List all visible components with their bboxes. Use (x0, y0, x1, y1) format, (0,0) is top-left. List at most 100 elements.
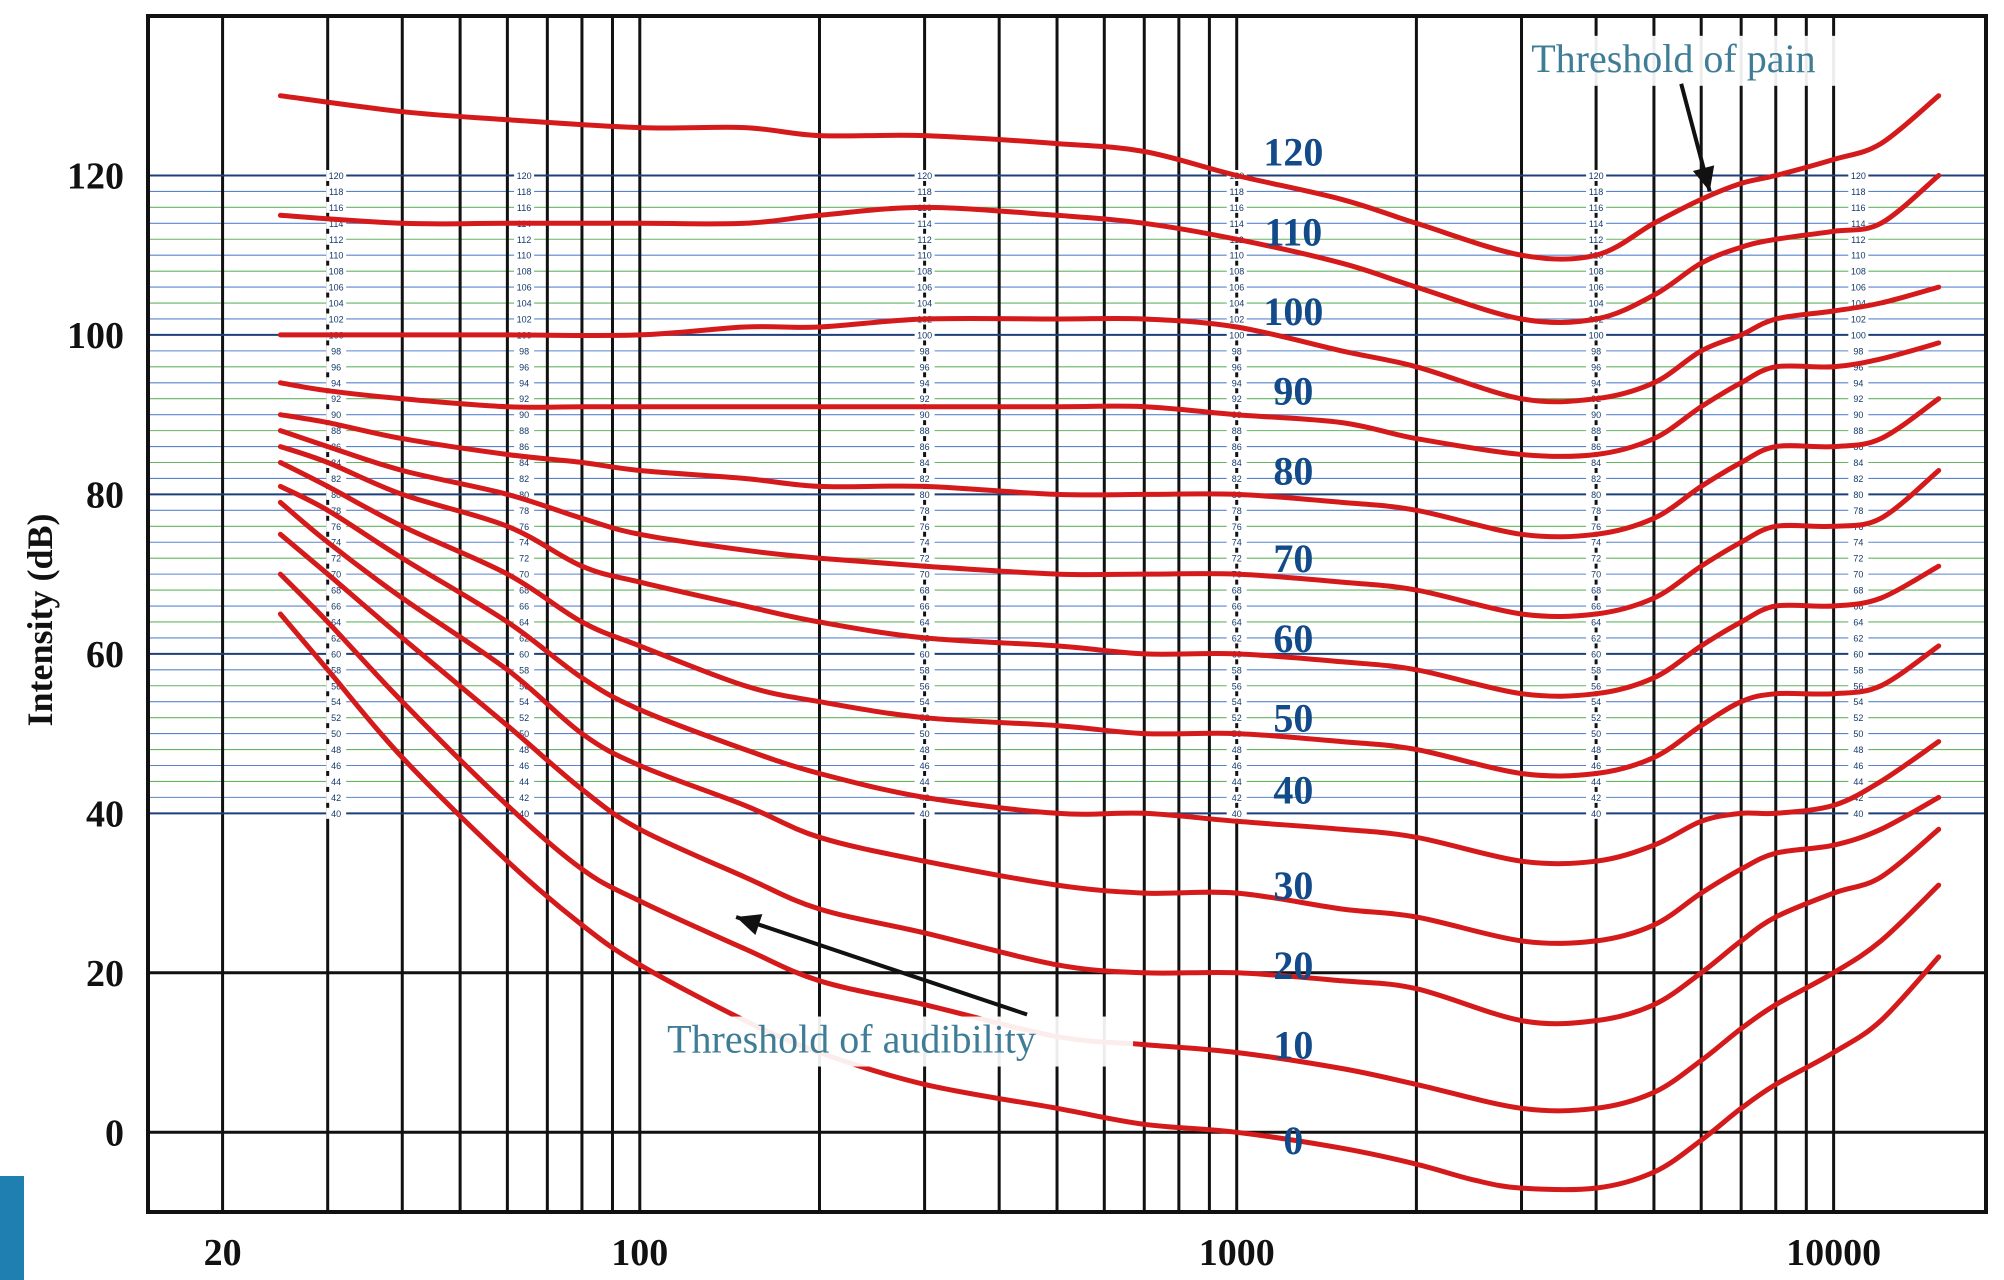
fine-grid-label: 120 (329, 171, 344, 181)
fine-label-bg (326, 759, 347, 771)
fine-grid-label: 52 (1853, 713, 1863, 723)
fine-grid-label: 94 (1853, 378, 1863, 388)
fine-label-bg (326, 791, 347, 803)
fine-label-bg (914, 504, 935, 516)
fine-label-bg (514, 249, 535, 261)
fine-grid-label: 96 (1853, 362, 1863, 372)
fine-label-bg (1848, 759, 1869, 771)
fine-grid-label: 92 (1853, 394, 1863, 404)
fine-label-bg (914, 552, 935, 564)
fine-grid-label: 104 (1851, 299, 1866, 309)
fine-grid-label: 84 (519, 458, 529, 468)
fine-grid-label: 70 (519, 570, 529, 580)
fine-grid-label: 110 (917, 251, 931, 261)
y-tick-label: 120 (67, 155, 124, 197)
fine-label-bg (514, 457, 535, 469)
fine-grid-label: 48 (1853, 745, 1863, 755)
fine-grid-label: 84 (1591, 458, 1601, 468)
fine-label-bg (1586, 712, 1607, 724)
fine-label-bg (1586, 233, 1607, 245)
fine-label-bg (1226, 345, 1247, 357)
fine-label-bg (1226, 520, 1247, 532)
fine-label-bg (1586, 680, 1607, 692)
fine-label-bg (1586, 329, 1607, 341)
fine-grid-label: 108 (517, 267, 532, 277)
fine-grid-label: 104 (1589, 299, 1604, 309)
fine-label-bg (514, 504, 535, 516)
fine-grid-label: 114 (1851, 219, 1865, 229)
threshold-of-audibility-arrowhead (736, 914, 763, 936)
fine-label-bg (514, 297, 535, 309)
fine-grid-label: 64 (519, 617, 529, 627)
fine-grid-label: 82 (1232, 474, 1242, 484)
fine-grid-label: 62 (519, 633, 529, 643)
phon-labels: 0 10 20 30 40 50 60 70 80 90 100 110 120 (1263, 130, 1323, 1164)
fine-grid-label: 50 (920, 729, 930, 739)
fine-grid-label: 78 (1591, 506, 1601, 516)
fine-label-bg (914, 169, 935, 181)
y-tick-label: 60 (86, 634, 124, 676)
fine-grid-label: 116 (1230, 203, 1244, 213)
fine-grid-label: 40 (920, 809, 930, 819)
fine-grid-label: 116 (1851, 203, 1865, 213)
fine-grid-label: 70 (920, 570, 930, 580)
fine-label-bg (1226, 393, 1247, 405)
fine-label-bg (1848, 744, 1869, 756)
fine-grid-label: 112 (1851, 235, 1865, 245)
fine-label-bg (1848, 616, 1869, 628)
fine-label-bg (514, 584, 535, 596)
fine-label-bg (326, 409, 347, 421)
fine-label-bg (326, 169, 347, 181)
fine-grid-label: 98 (1232, 346, 1242, 356)
fine-grid-label: 100 (1851, 330, 1866, 340)
fine-label-bg (326, 664, 347, 676)
fine-grid-label: 108 (917, 267, 932, 277)
fine-label-bg (326, 775, 347, 787)
fine-label-bg (914, 648, 935, 660)
fine-grid-label: 54 (1232, 697, 1242, 707)
fine-label-bg (326, 728, 347, 740)
fine-grid-label: 102 (1851, 314, 1866, 324)
fine-label-bg (514, 233, 535, 245)
fine-grid-label: 106 (1229, 283, 1244, 293)
fine-grid-label: 92 (519, 394, 529, 404)
fine-grid-label: 64 (1853, 617, 1863, 627)
fine-label-bg (1848, 568, 1869, 580)
fine-grid-label: 96 (920, 362, 930, 372)
fine-grid-label: 46 (920, 761, 930, 771)
fine-grid-label: 92 (1232, 394, 1242, 404)
fine-label-bg (514, 536, 535, 548)
fine-label-bg (514, 712, 535, 724)
loudness-curve-40 (277, 483, 1942, 867)
x-tick-label: 100 (611, 1232, 668, 1274)
fine-label-bg (914, 425, 935, 437)
fine-label-bg (914, 584, 935, 596)
fine-grid-label: 56 (1232, 681, 1242, 691)
fine-grid-label: 116 (329, 203, 343, 213)
fine-grid-label: 82 (920, 474, 930, 484)
fine-label-bg (1848, 648, 1869, 660)
fine-grid-label: 100 (917, 330, 932, 340)
loudness-curve-10 (277, 571, 1942, 1114)
fine-label-bg (1848, 217, 1869, 229)
fine-label-bg (514, 664, 535, 676)
phon-label-50: 50 (1273, 696, 1313, 741)
fine-label-bg (1226, 217, 1247, 229)
plot-frame (146, 14, 1988, 1214)
fine-grid-label: 78 (331, 506, 341, 516)
fine-grid-label: 80 (331, 490, 341, 500)
fine-label-bg (1586, 775, 1607, 787)
fine-grid-label: 66 (920, 602, 930, 612)
fine-grid-label: 50 (519, 729, 529, 739)
fine-grid-label: 80 (1853, 490, 1863, 500)
fine-label-bg (1848, 664, 1869, 676)
phon-label-60: 60 (1273, 616, 1313, 661)
fine-label-bg (914, 664, 935, 676)
fine-grid-label: 96 (519, 362, 529, 372)
fine-grid-label: 78 (920, 506, 930, 516)
fine-grid-label: 100 (1229, 330, 1244, 340)
fine-grid-label: 46 (519, 761, 529, 771)
fine-label-bg (914, 233, 935, 245)
fine-label-bg (1848, 409, 1869, 421)
fine-label-bg (1586, 520, 1607, 532)
